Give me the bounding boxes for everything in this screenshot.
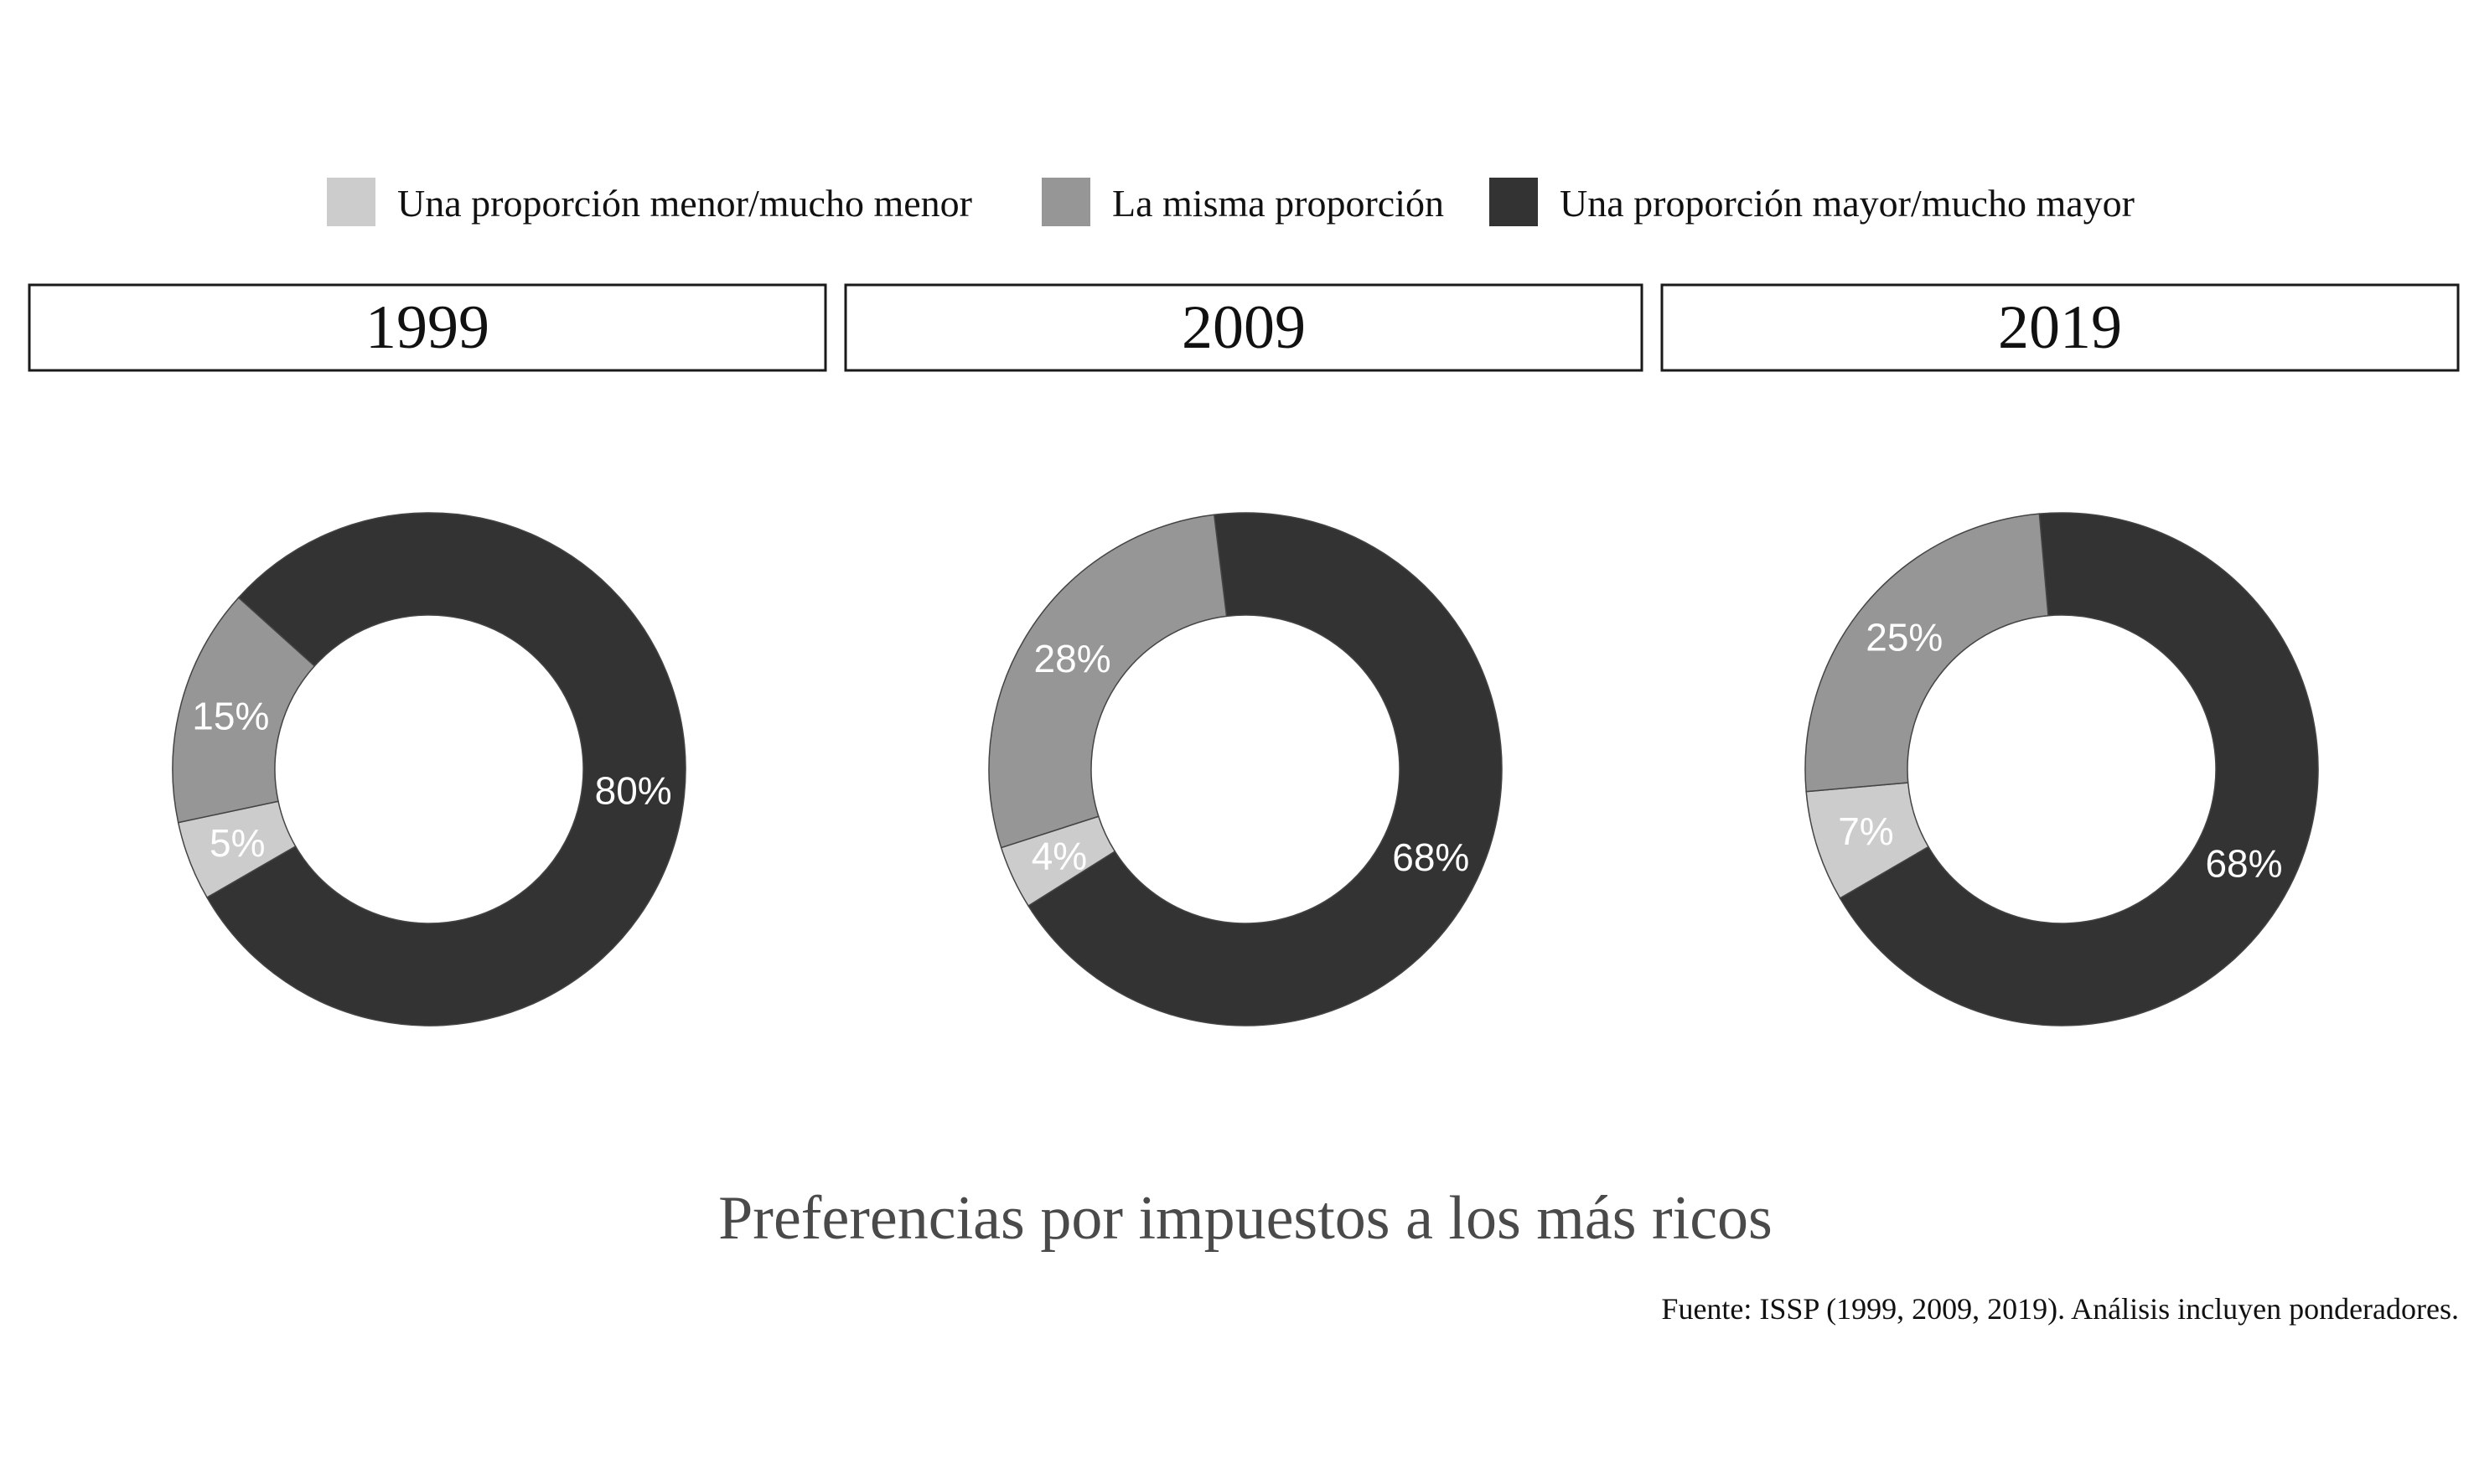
legend-item: Una proporción menor/mucho menor: [327, 178, 972, 226]
legend-swatch: [1042, 178, 1090, 226]
chart-caption: Fuente: ISSP (1999, 2009, 2019). Análisi…: [1661, 1292, 2459, 1326]
facet-strip-label: 2019: [1998, 293, 2122, 362]
panel-1999: 1999 80% 5% 15%: [29, 285, 826, 1026]
slice-label: 68%: [2205, 842, 2282, 886]
panels: 1999 80% 5% 15% 2009 68% 4% 28% 2019 68% 7% 25%: [29, 285, 2458, 1026]
legend-label: Una proporción mayor/mucho mayor: [1560, 182, 2135, 225]
panel-2019: 2019 68% 7% 25%: [1662, 285, 2458, 1026]
legend-item: La misma proporción: [1042, 178, 1444, 226]
slice-label: 28%: [1034, 637, 1111, 680]
slice-label: 80%: [595, 769, 672, 813]
donut-slice: [989, 514, 1227, 847]
legend-swatch: [327, 178, 375, 226]
panel-2009: 2009 68% 4% 28%: [846, 285, 1642, 1026]
facet-strip-label: 1999: [365, 293, 489, 362]
legend-label: La misma proporción: [1112, 182, 1444, 225]
facet-strip-label: 2009: [1182, 293, 1306, 362]
slice-label: 5%: [210, 821, 265, 865]
legend-item: Una proporción mayor/mucho mayor: [1489, 178, 2135, 226]
legend-label: Una proporción menor/mucho menor: [397, 182, 972, 225]
slice-label: 25%: [1866, 616, 1943, 659]
chart-title: Preferencias por impuestos a los más ric…: [718, 1184, 1773, 1253]
legend-swatch: [1489, 178, 1538, 226]
slice-label: 4%: [1032, 835, 1087, 878]
slice-label: 15%: [192, 695, 269, 738]
legend: Una proporción menor/mucho menor La misma…: [327, 178, 2135, 226]
slice-label: 7%: [1838, 809, 1893, 853]
slice-label: 68%: [1392, 835, 1469, 879]
